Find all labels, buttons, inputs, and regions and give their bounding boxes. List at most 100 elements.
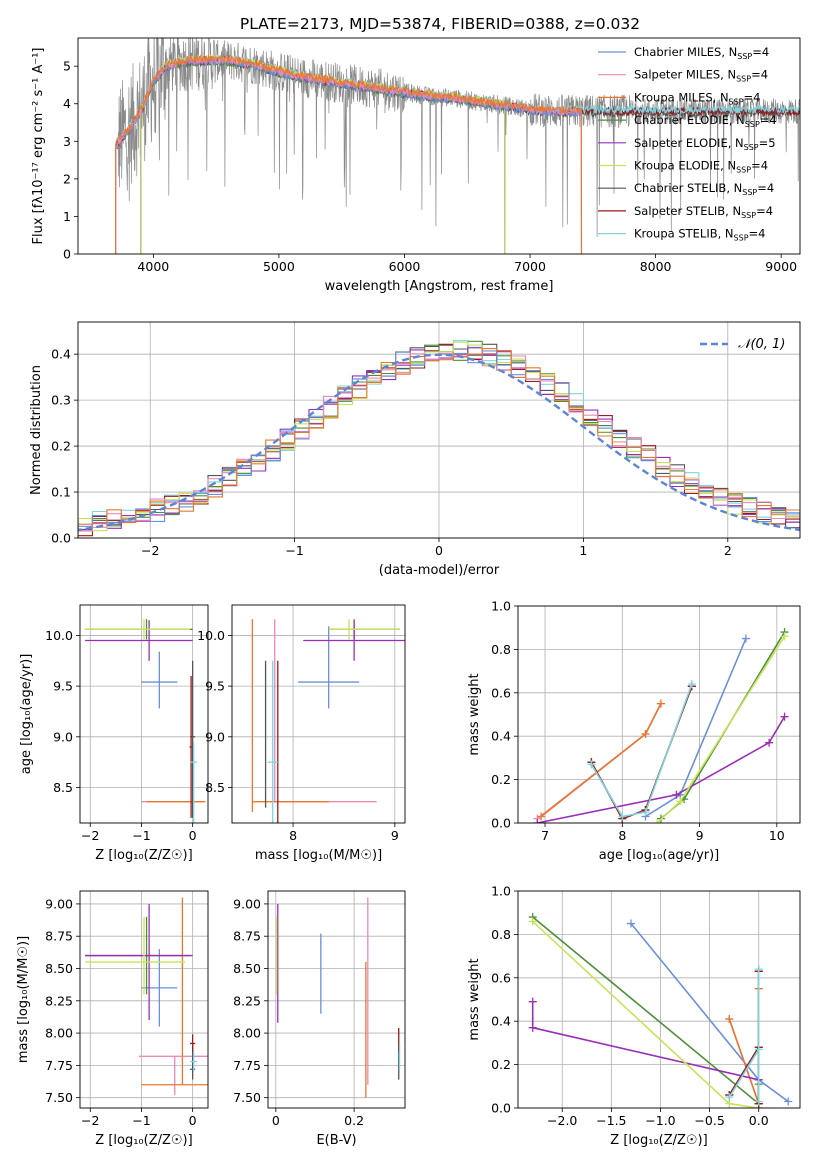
x-tick-label: 8 — [618, 828, 626, 843]
y-tick-label: 4 — [63, 96, 71, 111]
x-tick-label: −2 — [81, 1113, 99, 1128]
x-tick-label: 9 — [696, 828, 704, 843]
mass_vs_ebv-axes: 0 0.2 7.50 7.75 8.00 8.25 8.50 8.75 9.00 E(B-V) — [233, 891, 405, 1148]
y-tick-label: 7.75 — [233, 1058, 261, 1073]
point-kroupa_miles — [537, 812, 546, 821]
point-kroupa_stelib — [725, 1093, 734, 1102]
series-chabrier_miles — [645, 638, 747, 818]
y-tick-label: 0.1 — [51, 485, 71, 500]
series-kroupa_stelib — [590, 683, 693, 818]
x-tick-label: 8000 — [640, 259, 672, 274]
residual_histogram-xlabel: (data-model)/error — [379, 563, 500, 578]
y-tick-label: 0.2 — [491, 1057, 511, 1072]
legend-entry: Chabrier MILES, NSSP=4 — [634, 45, 769, 61]
y-tick-label: 8.00 — [45, 1026, 73, 1041]
age_vs_mass-errorbars — [251, 619, 405, 823]
y-tick-label: 9.0 — [205, 729, 225, 744]
x-tick-label: −2 — [81, 828, 99, 843]
x-tick-label: −1 — [132, 1113, 150, 1128]
x-tick-label: −1 — [285, 543, 303, 558]
point-salpeter_elodie — [765, 738, 774, 747]
y-tick-label: 0.2 — [51, 439, 71, 454]
y-tick-label: 8.25 — [233, 993, 261, 1008]
legend-entry: Kroupa ELODIE, NSSP=4 — [634, 159, 768, 175]
y-tick-label: 9.00 — [45, 896, 73, 911]
y-tick-label: 0.8 — [491, 642, 511, 657]
weight_vs_Z-lines — [528, 913, 793, 1108]
point-salpeter_elodie — [780, 712, 789, 721]
y-tick-label: 1 — [63, 209, 71, 224]
y-tick-label: 10.0 — [197, 628, 225, 643]
residual_histogram-ylabel: Normed distribution — [29, 365, 44, 495]
point-kroupa_stelib — [687, 680, 696, 689]
y-tick-label: 0.6 — [491, 970, 511, 985]
x-tick-label: 0 — [189, 1113, 197, 1128]
legend-entry: Kroupa STELIB, NSSP=4 — [634, 227, 765, 243]
mass_vs_Z-axes: −2 −1 0 7.50 7.75 8.00 8.25 8.50 8.75 9.00 Z [log₁… — [16, 891, 208, 1148]
legend-entry: 𝒩(0, 1) — [738, 337, 785, 352]
y-tick-label: 1.0 — [491, 599, 511, 614]
x-tick-label: 7 — [541, 828, 549, 843]
point-kroupa_elodie — [780, 632, 789, 641]
y-tick-label: 9.5 — [53, 679, 73, 694]
point-kroupa_miles — [725, 1015, 734, 1024]
weight_vs_Z-ylabel: mass weight — [467, 958, 482, 1040]
age_vs_Z-xlabel: Z [log₁₀(Z/Z☉)] — [95, 848, 192, 863]
model-line-salpeter_miles — [115, 55, 583, 254]
age_vs_mass-axes: 8 9 8.5 9.0 9.5 10.0 mass [log₁₀(M/M☉)] — [197, 605, 405, 863]
legend-entry: Chabrier ELODIE, NSSP=4 — [634, 113, 777, 129]
age_vs_Z-axes: −2 −1 0 8.5 9.0 9.5 10.0 Z [log₁₀(Z/Z☉)] age [lo… — [19, 605, 208, 863]
y-tick-label: 9.00 — [233, 896, 261, 911]
point-kroupa_stelib — [754, 1045, 763, 1054]
y-tick-label: 8.50 — [45, 961, 73, 976]
age_vs_mass-xlabel: mass [log₁₀(M/M☉)] — [255, 848, 382, 863]
x-tick-label: 0 — [435, 543, 443, 558]
spectrum-ylabel: Flux [fλ10⁻¹⁷ erg cm⁻² s⁻¹ A⁻¹] — [31, 48, 46, 245]
y-tick-label: 0.0 — [491, 1101, 511, 1116]
legend-entry: Salpeter MILES, NSSP=4 — [634, 68, 768, 84]
y-tick-label: 8.50 — [233, 961, 261, 976]
age_vs_mass-frame — [231, 604, 406, 824]
x-tick-label: −1.0 — [645, 1113, 675, 1128]
y-tick-label: 8.75 — [45, 929, 73, 944]
y-tick-label: 8.25 — [45, 993, 73, 1008]
series-kroupa_stelib — [728, 969, 760, 1102]
y-tick-label: 2 — [63, 171, 71, 186]
point-kroupa_elodie — [676, 797, 685, 806]
x-tick-label: 10 — [769, 828, 785, 843]
weight_vs_Z-frame — [517, 890, 801, 1109]
hist-kroupa_miles — [78, 348, 800, 532]
weight_vs_age-xlabel: age [log₁₀(age/yr)] — [599, 848, 720, 863]
point-kroupa_stelib — [618, 812, 627, 821]
y-tick-label: 1.0 — [491, 884, 511, 899]
y-tick-label: 7.75 — [45, 1058, 73, 1073]
y-tick-label: 0.4 — [491, 1014, 511, 1029]
residual_histogram-axes: −2 −1 0 1 2 0.0 0.1 0.2 0.3 0.4 (data-model)/error… — [29, 322, 800, 578]
y-tick-label: 9.5 — [205, 679, 225, 694]
model-line-chabrier_miles — [115, 57, 583, 254]
spectrum-axes: 4000 5000 6000 7000 8000 9000 0 1 2 3 4 5 wavelength… — [31, 48, 797, 295]
spectrum-lines — [115, 38, 800, 254]
series-kroupa_miles — [540, 703, 662, 818]
point-kroupa_stelib — [754, 965, 763, 974]
y-tick-label: 8.00 — [233, 1026, 261, 1041]
x-tick-label: 4000 — [137, 259, 169, 274]
point-kroupa_elodie — [653, 819, 662, 823]
mass_vs_Z-errorbars — [85, 897, 208, 1096]
point-kroupa_miles — [656, 699, 665, 708]
x-tick-label: 5000 — [263, 259, 295, 274]
point-salpeter_elodie — [672, 790, 681, 799]
x-tick-label: 2 — [724, 543, 732, 558]
age_vs_Z-frame — [79, 604, 209, 824]
x-tick-label: 6000 — [389, 259, 421, 274]
y-tick-label: 0.4 — [51, 347, 71, 362]
legend-entry: Salpeter ELODIE, NSSP=5 — [634, 136, 776, 152]
series-salpeter_elodie — [531, 1001, 760, 1108]
hist-frame — [77, 321, 801, 539]
age_vs_Z-ylabel: age [log₁₀(age/yr)] — [19, 654, 34, 775]
point-chabrier_miles — [626, 919, 635, 928]
point-chabrier_miles — [741, 634, 750, 643]
y-tick-label: 0 — [63, 247, 71, 262]
x-tick-label: −1 — [132, 828, 150, 843]
